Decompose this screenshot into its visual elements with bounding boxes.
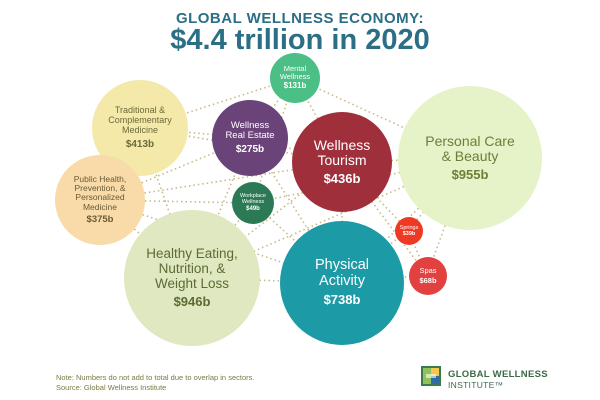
logo-line-1: GLOBAL WELLNESS (448, 369, 548, 380)
bubble-value: $131b (283, 81, 307, 91)
diagram-total: $4.4 trillion in 2020 (170, 24, 430, 56)
bubble-value: $49b (246, 206, 260, 213)
footnote: Note: Numbers do not add to total due to… (56, 373, 254, 393)
gwi-logo-icon (421, 366, 441, 386)
logo-wordmark: GLOBAL WELLNESS INSTITUTE™ (448, 369, 548, 391)
bubble-value: $738b (323, 292, 361, 308)
bubble-label: Public Health, Prevention, & Personalize… (73, 173, 127, 212)
bubble-wellness-real-estate: Wellness Real Estate $275b (212, 100, 288, 176)
bubble-label: Wellness Tourism (313, 136, 371, 169)
bubble-personal-care-beauty: Personal Care & Beauty $955b (398, 86, 542, 230)
bubble-physical-activity: Physical Activity $738b (280, 221, 404, 345)
diagram-title: GLOBAL WELLNESS ECONOMY: (175, 10, 425, 27)
bubble-wellness-tourism: Wellness Tourism $436b (292, 112, 392, 212)
logo-line-2: INSTITUTE™ (448, 379, 504, 390)
bubble-label: Personal Care & Beauty (425, 132, 515, 165)
bubble-value: $436b (323, 170, 361, 186)
bubble-label: Workplace Wellness (240, 193, 266, 206)
bubble-value: $68b (419, 275, 437, 285)
bubble-label: Spas (419, 266, 437, 276)
bubble-value: $39b (402, 231, 416, 237)
bubble-label: Traditional & Complementary Medicine (108, 105, 172, 135)
bubble-value: $955b (451, 166, 489, 182)
bubble-value: $413b (125, 138, 155, 150)
bubble-mental-wellness: Mental Wellness $131b (270, 53, 320, 103)
bubble-label: Springs (399, 224, 419, 231)
bubble-springs: Springs $39b (395, 217, 423, 245)
bubble-traditional-medicine: Traditional & Complementary Medicine $41… (92, 80, 188, 176)
bubble-label: Wellness Real Estate (225, 119, 275, 141)
bubble-value: $946b (173, 293, 211, 309)
bubble-value: $375b (86, 213, 114, 225)
bubble-value: $275b (235, 144, 265, 156)
bubble-spas: Spas $68b (409, 257, 447, 295)
bubble-label: Mental Wellness (279, 63, 311, 82)
bubble-label: Healthy Eating, Nutrition, & Weight Loss (146, 246, 238, 291)
footnote-source: Source: Global Wellness Institute (56, 383, 167, 393)
bubble-workplace-wellness: Workplace Wellness $49b (232, 182, 274, 224)
bubble-public-health: Public Health, Prevention, & Personalize… (55, 155, 145, 245)
bubble-healthy-eating: Healthy Eating, Nutrition, & Weight Loss… (124, 210, 260, 346)
bubble-label: Physical Activity (315, 257, 369, 290)
footnote-note: Note: Numbers do not add to total due to… (56, 373, 255, 382)
